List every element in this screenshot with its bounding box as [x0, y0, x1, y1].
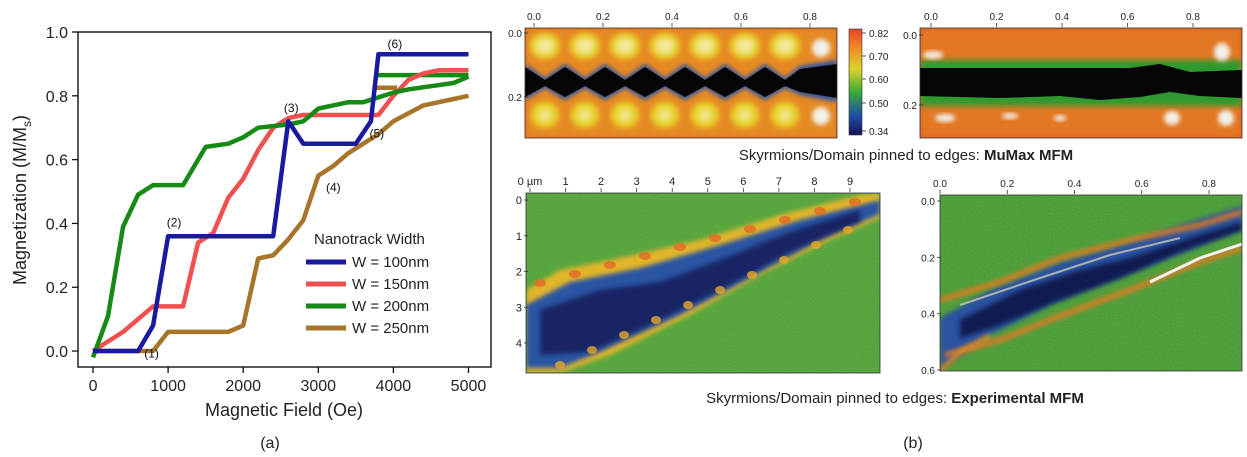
exp1-x-tick-label: 7 [776, 176, 782, 188]
point-annotation: (6) [388, 37, 403, 51]
sim2-y-tick-label: 0.2 [903, 101, 917, 112]
exp1-y-tick-label: 2 [516, 267, 522, 279]
sim2-x-tick-label: 0.4 [1055, 12, 1069, 23]
exp1-y-tick-label: 1 [516, 231, 522, 243]
panel-label-a: (a) [260, 435, 280, 452]
exp1-x-tick-label: 9 [847, 176, 853, 188]
exp1-x-tick-label: 8 [811, 176, 817, 188]
series-line-w-250nm [93, 93, 469, 354]
sim1-x-tick-label: 0.8 [803, 12, 817, 23]
exp2-x-tick-label: 0.0 [933, 179, 947, 190]
exp2-y-tick-label: 0.2 [921, 253, 935, 264]
legend-label: W = 100nm [352, 254, 429, 271]
point-annotation: (3) [284, 101, 299, 115]
y-tick-label: 0.0 [46, 344, 68, 361]
x-axis-label: Magnetic Field (Oe) [205, 400, 363, 420]
sim1-y-tick-label: 0.2 [508, 93, 522, 104]
x-tick-label: 0 [89, 378, 98, 395]
exp1-x-tick-label: 0 µm [518, 176, 543, 188]
x-tick-label: 2000 [225, 378, 261, 395]
plot-frame [77, 31, 492, 368]
sim1-x-tick-label: 0.2 [596, 12, 610, 23]
caption-experimental: Skyrmions/Domain pinned to edges: Experi… [706, 390, 1084, 407]
sim2-x-tick-label: 0.0 [924, 12, 938, 23]
colorbar-tick-label: 0.70 [869, 52, 889, 63]
caption-mumax: Skyrmions/Domain pinned to edges: MuMax … [739, 147, 1073, 164]
colorbar: 0.82 0.70 0.60 0.50 0.34 [848, 28, 889, 138]
series-line-w-200nm [90, 74, 470, 359]
point-annotation: (2) [167, 216, 182, 230]
series-line-w-150nm [91, 68, 469, 353]
exp1-x-tick-label: 1 [562, 176, 568, 188]
exp2-y-tick-label: 0.0 [921, 197, 935, 208]
legend-label: W = 150nm [352, 276, 429, 293]
sim2-x-tick-label: 0.2 [990, 12, 1004, 23]
exp1-x-tick-label: 3 [634, 176, 640, 188]
exp1-y-tick-label: 0 [516, 195, 522, 207]
series-line-w-100nm [93, 52, 469, 354]
exp1-x-tick-label: 6 [740, 176, 746, 188]
exp2-x-tick-label: 0.2 [1000, 179, 1014, 190]
sim2-x-tick-label: 0.8 [1186, 12, 1200, 23]
exp1-y-tick-label: 4 [516, 338, 522, 350]
exp2-y-tick-label: 0.6 [921, 366, 935, 377]
y-axis-label: Magnetization (M/Ms) [10, 115, 34, 285]
experimental-mfm-image-normalized: 0.0 0.2 0.4 0.6 0.8 0.0 0.2 0.4 0.6 [921, 179, 1243, 377]
sim1-y-tick-label: 0.0 [508, 29, 522, 40]
legend-label: W = 250nm [352, 320, 429, 337]
y-tick-label: 0.6 [46, 153, 68, 170]
x-tick-label: 3000 [300, 378, 336, 395]
simulated-mfm-skyrmion-image: 0.0 0.2 0.4 0.6 0.8 0.0 0.2 [508, 12, 838, 139]
x-tick-label: 5000 [451, 378, 487, 395]
colorbar-tick-label: 0.50 [869, 99, 889, 110]
experimental-mfm-image-um: 0 µm 1 2 3 4 5 6 7 8 9 0 1 2 3 4 [516, 176, 881, 374]
sim1-x-tick-label: 0.6 [734, 12, 748, 23]
exp2-x-tick-label: 0.8 [1202, 179, 1216, 190]
colorbar-tick-label: 0.60 [869, 75, 889, 86]
sim2-x-tick-label: 0.6 [1121, 12, 1135, 23]
legend-label: W = 200nm [352, 298, 429, 315]
chart-annotations: (1) (2) (3) (4) (5) (6) [144, 37, 402, 360]
point-annotation: (1) [144, 346, 159, 360]
colorbar-tick-label: 0.82 [869, 29, 889, 40]
sim1-x-tick-label: 0.0 [527, 12, 541, 23]
exp1-x-tick-label: 4 [669, 176, 675, 188]
chart-axes: 0 1000 2000 3000 4000 5000 0.0 0.2 0.4 0.6 0.8 1.0 [46, 25, 487, 395]
exp2-x-tick-label: 0.4 [1068, 179, 1082, 190]
sim1-x-tick-label: 0.4 [665, 12, 679, 23]
point-annotation: (4) [326, 181, 341, 195]
panel-label-b: (b) [903, 435, 923, 452]
x-tick-label: 1000 [150, 378, 186, 395]
point-annotation: (5) [370, 126, 385, 140]
magnetization-line-chart: 0 1000 2000 3000 4000 50000.00.20.40.60.81.0 … [10, 25, 492, 452]
y-tick-label: 0.8 [46, 89, 68, 106]
chart-series-lines [90, 52, 470, 359]
y-tick-label: 0.2 [46, 280, 68, 297]
x-tick-label: 4000 [376, 378, 412, 395]
legend-title: Nanotrack Width [314, 231, 425, 248]
sim2-y-tick-label: 0.0 [903, 31, 917, 42]
y-tick-label: 0.4 [46, 216, 68, 233]
y-tick-label: 1.0 [46, 25, 68, 42]
exp1-x-tick-label: 2 [598, 176, 604, 188]
exp1-y-tick-label: 3 [516, 302, 522, 314]
exp1-x-tick-label: 5 [705, 176, 711, 188]
exp2-y-tick-label: 0.4 [921, 310, 935, 321]
chart-legend: Nanotrack Width W = 100nm W = 150nm W = 20… [306, 231, 429, 337]
exp2-x-tick-label: 0.6 [1135, 179, 1149, 190]
colorbar-gradient [848, 28, 863, 136]
simulated-mfm-domain-image: 0.0 0.2 0.4 0.6 0.8 0.0 0.2 [903, 12, 1243, 139]
colorbar-tick-label: 0.34 [869, 127, 889, 138]
